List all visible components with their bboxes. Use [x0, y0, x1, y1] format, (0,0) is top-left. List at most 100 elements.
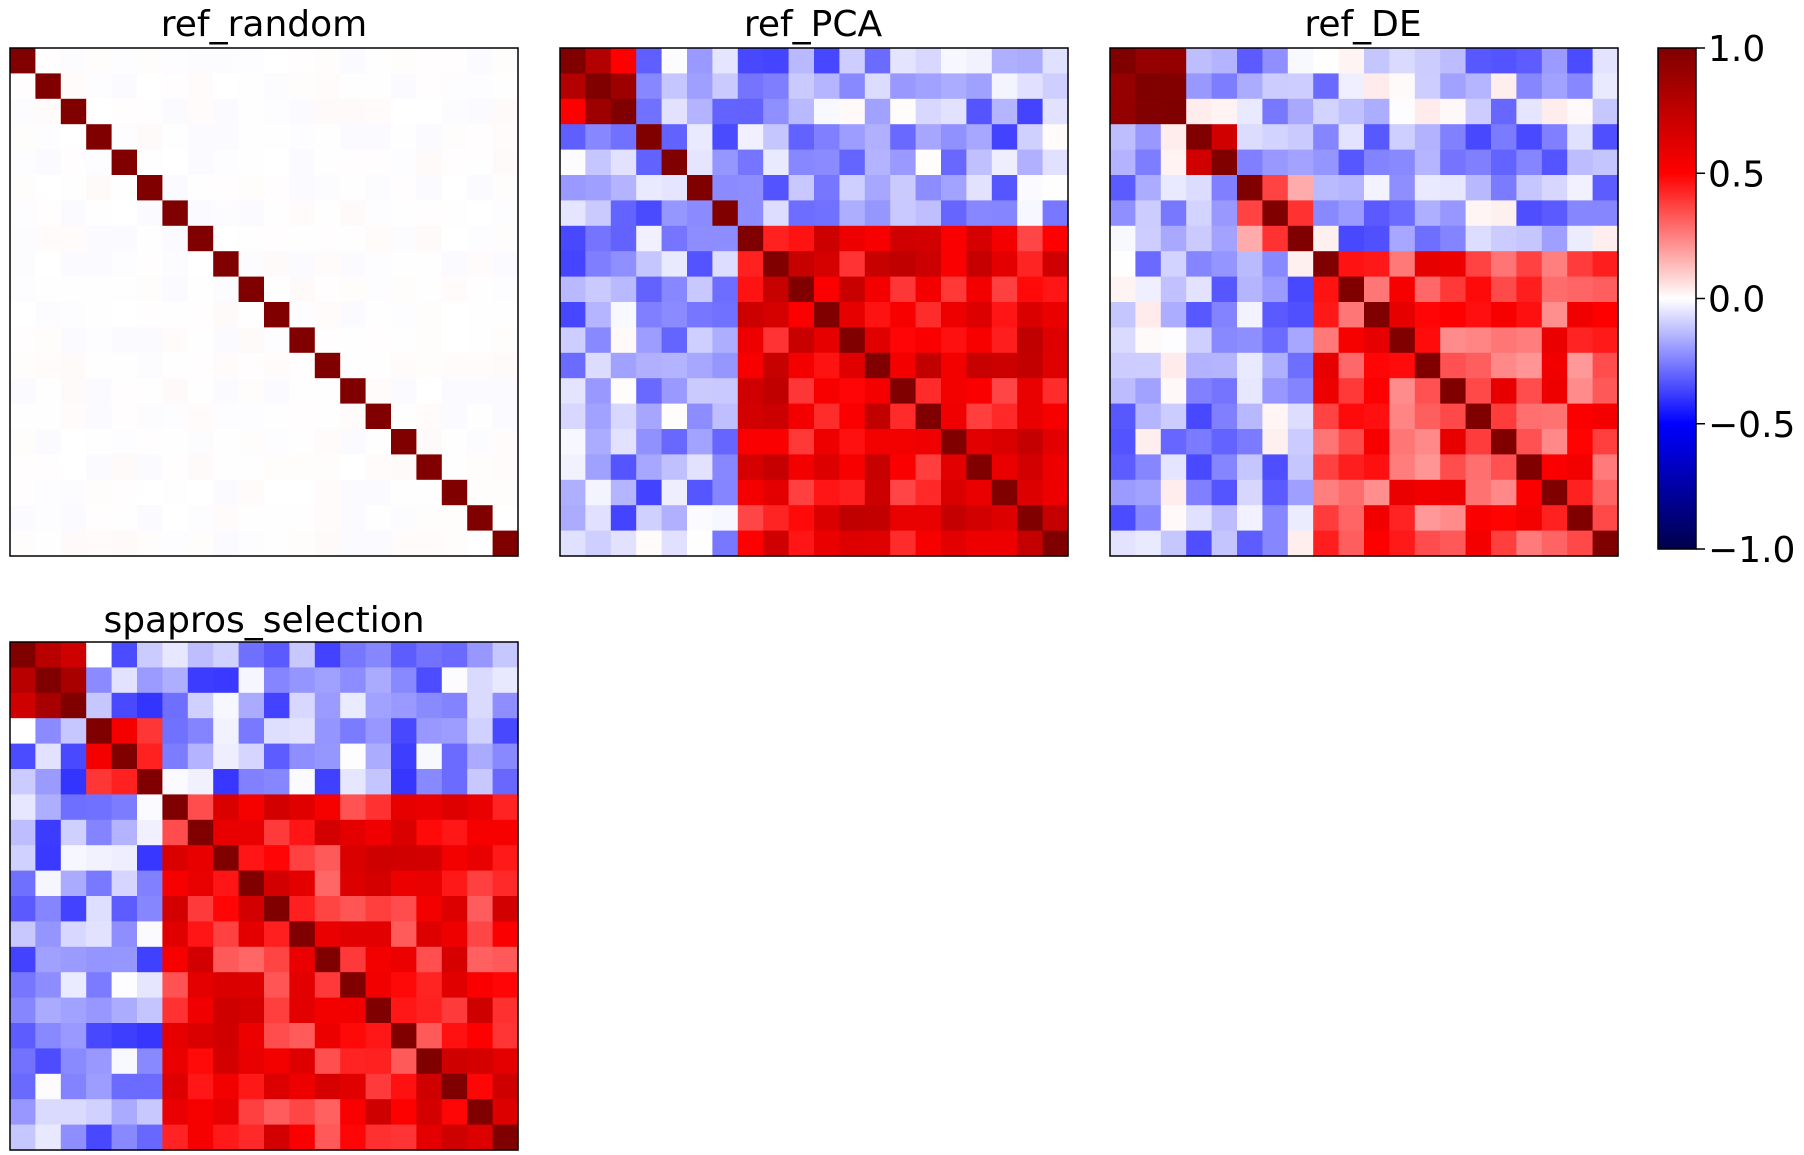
title-ref-pca: ref_PCA — [744, 4, 883, 45]
heatmap-cell — [915, 48, 942, 74]
heatmap-cell — [391, 1023, 417, 1049]
heatmap-cell — [737, 175, 764, 201]
heatmap-cell — [365, 1099, 392, 1126]
heatmap-cell — [314, 429, 341, 455]
heatmap-cell — [467, 997, 494, 1024]
heatmap-cell — [60, 479, 87, 506]
heatmap-cell — [610, 225, 637, 252]
heatmap-cell — [1186, 454, 1213, 481]
heatmap-cell — [661, 302, 688, 328]
heatmap-cell — [1262, 403, 1289, 430]
heatmap-cell — [365, 718, 392, 745]
heatmap-cell — [238, 302, 265, 328]
heatmap-cell — [365, 794, 392, 821]
heatmap-cell — [416, 946, 443, 973]
heatmap-cell — [1211, 327, 1238, 354]
heatmap-cell — [289, 667, 316, 694]
heatmap-cell — [890, 530, 917, 557]
heatmap-cell — [441, 530, 468, 557]
heatmap-cell — [162, 124, 189, 151]
heatmap-cell — [966, 175, 993, 201]
heatmap-cell — [1287, 530, 1314, 557]
heatmap-cell — [1160, 327, 1187, 354]
heatmap-cell — [365, 642, 392, 668]
heatmap-cell — [314, 251, 341, 278]
heatmap-cell — [1135, 429, 1162, 455]
heatmap-cell — [1567, 479, 1594, 506]
heatmap-cell — [35, 403, 62, 430]
heatmap-cell — [213, 921, 240, 948]
heatmap-cell — [365, 819, 392, 846]
heatmap-cell — [991, 98, 1018, 125]
heatmap-cell — [238, 1073, 265, 1100]
heatmap-cell — [289, 276, 316, 303]
heatmap-cell — [1491, 479, 1517, 506]
heatmap-cell — [1042, 378, 1069, 405]
panel-ref-pca: ref_PCA — [559, 4, 1069, 557]
heatmap-cell — [340, 1048, 367, 1075]
heatmap-cell — [941, 429, 967, 455]
heatmap-cell — [86, 225, 113, 252]
heatmap-cell — [1440, 149, 1467, 176]
heatmap-cell — [213, 175, 240, 201]
heatmap-cell — [162, 352, 189, 379]
heatmap-cell — [314, 454, 341, 481]
heatmap-cell — [187, 403, 214, 430]
heatmap-cell — [712, 175, 739, 201]
heatmap-cell — [264, 845, 290, 872]
heatmap-cell — [1465, 505, 1492, 532]
heatmap-cell — [264, 98, 290, 125]
heatmap-cell — [1364, 454, 1390, 481]
heatmap-cell — [1262, 200, 1289, 227]
heatmap-cell — [890, 73, 917, 100]
heatmap-cell — [1414, 276, 1441, 303]
heatmap-cell — [416, 454, 443, 481]
heatmap-cell — [492, 403, 519, 430]
heatmap-cell — [441, 124, 468, 151]
heatmap-cell — [1287, 73, 1314, 100]
heatmap-cell — [1364, 48, 1390, 74]
heatmap-cell — [1160, 251, 1187, 278]
heatmap-cell — [636, 403, 663, 430]
heatmap-cell — [238, 769, 265, 795]
heatmap-cell — [137, 896, 163, 922]
heatmap-cell — [1491, 327, 1517, 354]
heatmap-cell — [187, 479, 214, 506]
heatmap-cell — [10, 530, 36, 557]
heatmap-cell — [289, 378, 316, 405]
heatmap-cell — [86, 530, 113, 557]
heatmap-cell — [763, 302, 790, 328]
heatmap-cell — [814, 251, 840, 278]
heatmap-cell — [60, 946, 87, 973]
heatmap-cell — [365, 302, 392, 328]
heatmap-cell — [1186, 225, 1213, 252]
heatmap-cell — [661, 505, 688, 532]
heatmap-cell — [1592, 530, 1619, 557]
heatmap-cell — [1287, 48, 1314, 74]
heatmap-cell — [60, 378, 87, 405]
heatmap-cell — [35, 175, 62, 201]
heatmap-cell — [839, 505, 866, 532]
heatmap-cell — [1364, 149, 1390, 176]
heatmap-cell — [60, 352, 87, 379]
heatmap-cell — [636, 251, 663, 278]
heatmap-cell — [289, 845, 316, 872]
heatmap-cell — [238, 794, 265, 821]
heatmap-cell — [162, 454, 189, 481]
heatmap-cell — [941, 251, 967, 278]
heatmap-cell — [966, 225, 993, 252]
heatmap-cell — [890, 251, 917, 278]
heatmap-cell — [814, 454, 840, 481]
heatmap-cell — [340, 667, 367, 694]
heatmap-cell — [111, 530, 138, 557]
heatmap-cell — [1516, 73, 1543, 100]
heatmap-cell — [1186, 98, 1213, 125]
heatmap-cell — [1440, 429, 1467, 455]
colorbar-tick-label: 1.0 — [1708, 29, 1765, 70]
heatmap-cell — [137, 48, 163, 74]
heatmap-cell — [238, 403, 265, 430]
heatmap-cell — [1042, 505, 1069, 532]
heatmap-cell — [610, 479, 637, 506]
heatmap-cell — [137, 972, 163, 999]
heatmap-cell — [365, 1023, 392, 1049]
